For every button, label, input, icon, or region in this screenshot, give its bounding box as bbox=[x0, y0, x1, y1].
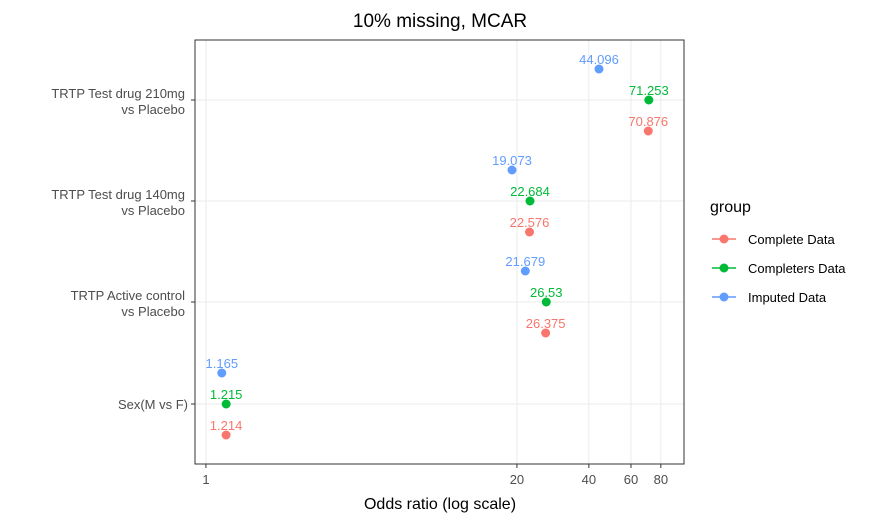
chart-title: 10% missing, MCAR bbox=[353, 11, 527, 32]
x-tick-label: 80 bbox=[654, 472, 668, 487]
data-point bbox=[217, 368, 227, 378]
x-tick-label: 40 bbox=[582, 472, 596, 487]
data-label: 21.679 bbox=[505, 254, 545, 269]
y-tick-label-line2: vs Placebo bbox=[121, 304, 185, 319]
y-tick-label-line1: TRTP Test drug 140mg bbox=[51, 187, 185, 202]
y-tick-label-line1: TRTP Test drug 210mg bbox=[51, 86, 185, 101]
data-label: 71.253 bbox=[629, 83, 669, 98]
plot-panel bbox=[194, 39, 685, 465]
grid-lines bbox=[195, 40, 684, 464]
legend-title: group bbox=[710, 199, 751, 216]
legend-item-label: Imputed Data bbox=[748, 290, 827, 305]
data-label: 26.375 bbox=[526, 316, 566, 331]
x-tick-label: 1 bbox=[202, 472, 209, 487]
data-label: 22.576 bbox=[510, 215, 550, 230]
data-point bbox=[644, 95, 654, 105]
data-points: 44.096 19.073 21.679 1.165 71.253 22.684 26.53… bbox=[206, 52, 669, 440]
legend-item-label: Completers Data bbox=[748, 261, 846, 276]
legend-key-point bbox=[719, 292, 729, 302]
data-point bbox=[541, 328, 551, 338]
data-label: 1.215 bbox=[210, 387, 243, 402]
data-point bbox=[221, 430, 231, 440]
data-point bbox=[525, 196, 535, 206]
data-point bbox=[221, 399, 231, 409]
legend-key-point bbox=[719, 234, 729, 244]
x-axis-label: Odds ratio (log scale) bbox=[364, 496, 516, 513]
x-tick-label: 60 bbox=[624, 472, 638, 487]
legend: group Complete Data Completers Data Impute… bbox=[710, 199, 846, 305]
data-label: 26.53 bbox=[530, 285, 563, 300]
legend-item-label: Complete Data bbox=[748, 232, 835, 247]
data-point bbox=[541, 297, 551, 307]
data-point bbox=[594, 64, 604, 74]
data-point bbox=[525, 227, 535, 237]
data-point bbox=[507, 165, 517, 175]
data-label: 1.214 bbox=[210, 418, 243, 433]
data-label: 70.876 bbox=[628, 114, 668, 129]
data-label: 1.165 bbox=[206, 356, 239, 371]
y-tick-label-line2: vs Placebo bbox=[121, 102, 185, 117]
data-label: 19.073 bbox=[492, 153, 532, 168]
legend-key-point bbox=[719, 263, 729, 273]
data-label: 22.684 bbox=[510, 184, 550, 199]
y-tick-label-line1: TRTP Active control bbox=[71, 288, 186, 303]
data-point bbox=[643, 126, 653, 136]
data-point bbox=[520, 266, 530, 276]
x-tick-label: 20 bbox=[510, 472, 524, 487]
data-label: 44.096 bbox=[579, 52, 619, 67]
y-tick-label-line2: vs Placebo bbox=[121, 203, 185, 218]
y-tick-label: Sex(M vs F) bbox=[118, 397, 188, 412]
